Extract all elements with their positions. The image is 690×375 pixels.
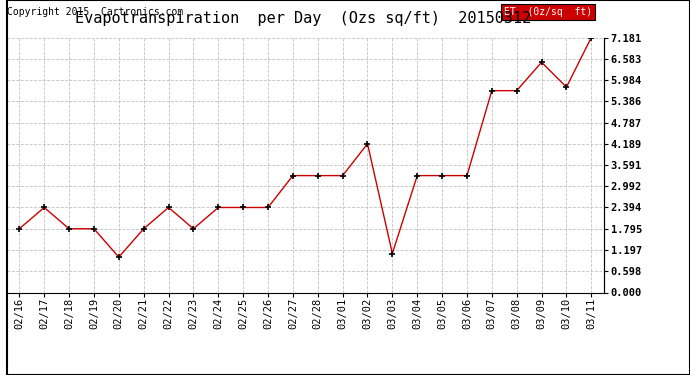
Text: ET  (0z/sq  ft): ET (0z/sq ft) bbox=[504, 7, 592, 17]
Text: Copyright 2015  Cartronics.com: Copyright 2015 Cartronics.com bbox=[7, 7, 183, 17]
Text: Evapotranspiration  per Day  (Ozs sq/ft)  20150312: Evapotranspiration per Day (Ozs sq/ft) 2… bbox=[75, 11, 532, 26]
